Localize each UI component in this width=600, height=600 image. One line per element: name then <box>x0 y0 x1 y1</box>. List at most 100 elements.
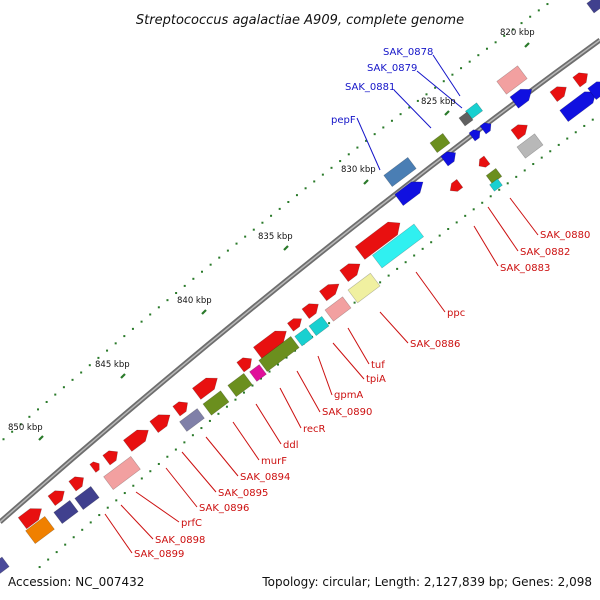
minor-tick <box>557 143 560 146</box>
gene-label[interactable]: SAK_0898 <box>155 535 205 546</box>
gene-feature <box>17 508 42 530</box>
genome-summary: Topology: circular; Length: 2,127,839 bp… <box>261 575 592 589</box>
minor-tick <box>321 173 324 176</box>
tick-label-840: 840 kbp <box>177 296 212 306</box>
minor-tick <box>234 398 237 401</box>
minor-tick <box>252 228 255 231</box>
minor-tick <box>72 536 75 539</box>
minor-tick <box>208 419 211 422</box>
minor-tick <box>506 182 509 185</box>
minor-tick <box>175 292 178 295</box>
gene-label[interactable]: SAK_0886 <box>410 339 460 350</box>
major-tick <box>524 42 530 48</box>
gene-feature <box>47 490 65 507</box>
gene-feature <box>25 515 55 545</box>
minor-tick <box>447 228 450 231</box>
gene-label[interactable]: pepF <box>331 115 356 126</box>
gene-label[interactable]: recR <box>303 424 326 435</box>
minor-tick <box>88 364 91 367</box>
leader-line <box>432 54 461 97</box>
gene-label[interactable]: murF <box>261 456 287 467</box>
leader-line <box>332 342 365 380</box>
minor-tick <box>54 393 57 396</box>
gene-label[interactable]: tpiA <box>366 374 386 385</box>
gene-label[interactable]: SAK_0899 <box>134 549 184 560</box>
gene-label[interactable]: SAK_0880 <box>540 230 590 241</box>
gene-label[interactable]: SAK_0878 <box>383 47 433 58</box>
minor-tick <box>218 256 221 259</box>
minor-tick <box>520 22 523 25</box>
minor-tick <box>434 86 437 89</box>
gene-label[interactable]: SAK_0895 <box>218 488 268 499</box>
minor-tick <box>591 118 594 121</box>
leader-line <box>296 370 321 413</box>
minor-tick <box>200 270 203 273</box>
gene-label[interactable]: SAK_0881 <box>345 82 395 93</box>
minor-tick <box>55 551 58 554</box>
gene-label[interactable]: tuf <box>371 360 385 371</box>
gene-label[interactable]: SAK_0882 <box>520 247 570 258</box>
minor-tick <box>365 139 368 142</box>
gene-feature <box>202 390 230 416</box>
gene-feature <box>172 401 188 417</box>
leader-line <box>165 467 198 508</box>
minor-tick <box>200 427 203 430</box>
minor-tick <box>468 60 471 63</box>
minor-tick <box>387 274 390 277</box>
minor-tick <box>114 342 117 345</box>
gene-feature <box>74 485 100 511</box>
minor-tick <box>396 267 399 270</box>
minor-tick <box>123 492 126 495</box>
leader-line <box>255 403 282 445</box>
gene-label[interactable]: prfC <box>181 518 202 529</box>
gene-feature <box>149 414 171 434</box>
minor-tick <box>472 208 475 211</box>
leader-line <box>509 197 539 236</box>
minor-tick <box>261 221 264 224</box>
minor-tick <box>353 301 356 304</box>
minor-tick <box>425 93 428 96</box>
minor-tick <box>98 514 101 517</box>
gene-feature <box>485 167 503 185</box>
gene-feature <box>559 91 597 123</box>
minor-tick <box>11 430 14 433</box>
gene-label[interactable]: ddl <box>283 440 298 451</box>
minor-tick <box>285 356 288 359</box>
gene-feature <box>479 122 492 135</box>
minor-tick <box>97 356 100 359</box>
minor-tick <box>183 284 186 287</box>
gene-label[interactable]: SAK_0879 <box>367 63 417 74</box>
gene-feature <box>468 129 481 142</box>
leader-line <box>356 117 381 171</box>
leader-line <box>181 451 217 493</box>
gene-label[interactable]: SAK_0890 <box>322 407 372 418</box>
minor-tick <box>382 126 385 129</box>
major-tick <box>283 245 289 251</box>
minor-tick <box>259 377 262 380</box>
gene-feature <box>572 72 588 88</box>
accession: Accession: NC_007432 <box>8 575 144 589</box>
gene-label[interactable]: SAK_0894 <box>240 472 290 483</box>
minor-tick <box>438 234 441 237</box>
gene-label[interactable]: gpmA <box>334 390 363 401</box>
minor-tick <box>251 384 254 387</box>
gene-label[interactable]: ppc <box>447 308 465 319</box>
minor-tick <box>477 54 480 57</box>
minor-tick <box>523 169 526 172</box>
gene-label[interactable]: SAK_0883 <box>500 263 550 274</box>
leader-line <box>232 421 260 461</box>
minor-tick <box>183 441 186 444</box>
major-tick <box>120 373 126 379</box>
minor-tick <box>226 249 229 252</box>
gene-label[interactable]: SAK_0896 <box>199 503 249 514</box>
minor-tick <box>295 194 298 197</box>
minor-tick <box>71 378 74 381</box>
gene-feature <box>53 499 79 525</box>
minor-tick <box>574 131 577 134</box>
tick-label-825: 825 kbp <box>421 97 456 107</box>
minor-tick <box>106 349 109 352</box>
minor-tick-dots <box>2 3 594 569</box>
gene-feature <box>429 132 451 154</box>
minor-tick <box>192 277 195 280</box>
